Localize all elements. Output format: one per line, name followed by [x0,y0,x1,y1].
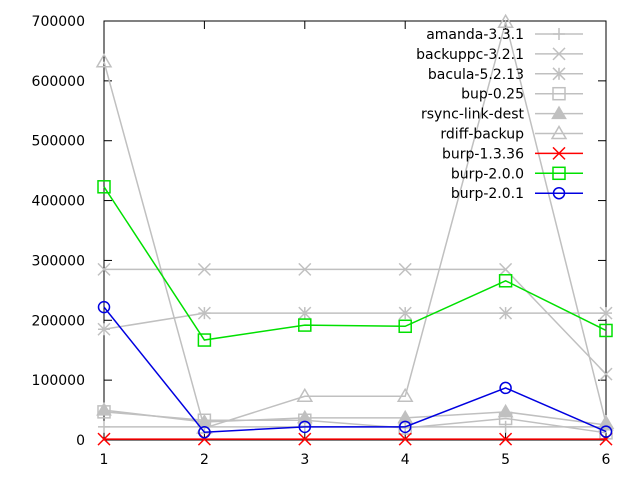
series-line [103,411,607,434]
data-point [198,425,211,439]
plot-frame [103,20,607,441]
legend-label: rdiff-backup [440,127,524,143]
series-rdiff-backup [95,13,615,434]
data-point [296,409,313,424]
legend-label: bacula-5.2.13 [428,67,524,83]
data-point [599,323,613,338]
legend-label: burp-2.0.0 [451,166,524,182]
legend-label: backuppc-3.2.1 [416,47,524,63]
legend-marker [552,67,566,81]
data-point [499,306,513,320]
data-point [497,13,514,28]
legend-entry: bacula-5.2.13 [428,67,583,83]
y-tick-label: 200000 [32,313,85,329]
series-backuppc-3.2.1 [97,262,613,381]
y-tick-label: 100000 [32,373,85,389]
data-point [98,420,110,433]
legend-label: bup-0.25 [461,87,524,103]
series-line [103,312,606,331]
legend-marker [553,28,565,40]
y-tick-label: 700000 [32,14,85,30]
legend-label: burp-2.0.1 [451,186,524,202]
legend-label: amanda-3.3.1 [426,27,524,43]
data-point [97,322,111,336]
legend-entry: backuppc-3.2.1 [416,47,583,63]
data-point [599,367,613,381]
series-burp-2.0.1 [97,300,613,439]
data-point [97,432,111,446]
data-point [197,333,212,347]
data-point [599,306,613,320]
x-tick-label: 3 [300,452,309,468]
y-tick-label: 0 [76,433,85,449]
data-point [398,420,412,434]
series-line [103,306,607,433]
legend-entry: burp-2.0.0 [451,166,583,182]
data-point [96,402,112,416]
data-point [197,306,211,320]
series-burp-2.0.0 [97,180,613,347]
data-point [597,414,615,429]
data-point [398,319,412,334]
data-point [397,409,414,424]
legend-label: burp-1.3.36 [442,146,524,162]
legend-entry: rsync-link-dest [421,105,583,123]
series-burp-1.3.36 [97,432,613,446]
data-point [499,420,512,433]
data-point [298,306,312,320]
legend-entry: bup-0.25 [461,87,583,103]
data-point [296,387,314,403]
legend-marker [552,86,566,101]
legend-marker [552,47,566,61]
data-point [298,262,312,276]
data-point [97,262,111,276]
data-point [499,432,513,446]
data-point [398,432,412,446]
series-line [103,409,607,426]
legend-marker [551,105,567,120]
series-line [103,19,607,429]
series-rsync-link-dest [96,402,614,431]
y-tick-label: 300000 [32,253,85,269]
series-line [103,186,607,341]
data-point [97,180,111,194]
legend-entry: rdiff-backup [440,125,583,143]
data-point [298,432,312,446]
data-point [398,306,412,320]
legend-entry: burp-1.3.36 [442,146,583,162]
legend-entry: burp-2.0.1 [451,186,583,202]
legend-marker [552,146,566,160]
data-point [599,425,613,438]
data-point [95,53,113,68]
legend-entry: amanda-3.3.1 [426,27,583,43]
data-point [298,420,312,434]
data-point [197,262,211,276]
data-point [396,387,414,403]
legend-marker [550,125,568,140]
y-tick-label: 500000 [32,134,85,150]
series-line [104,268,607,375]
data-point [298,318,312,332]
y-tick-label: 600000 [32,74,85,90]
data-point [497,403,514,418]
legend-marker [552,186,566,200]
data-point [499,381,512,395]
x-tick-label: 5 [501,452,510,468]
series-bup-0.25 [97,405,613,440]
data-point [499,262,513,276]
x-tick-label: 1 [100,452,109,468]
x-tick-label: 6 [602,452,611,468]
x-tick-label: 2 [200,452,209,468]
data-point [498,274,513,288]
legend-marker [552,166,566,181]
data-point [398,262,412,276]
data-point [97,300,111,314]
legend-label: rsync-link-dest [421,107,525,123]
x-tick-label: 4 [401,452,410,468]
y-tick-label: 400000 [32,194,85,210]
